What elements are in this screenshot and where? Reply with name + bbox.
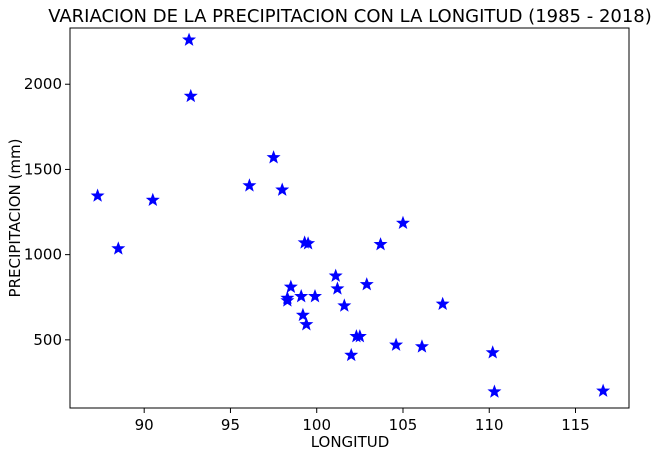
x-tick-label: 95 bbox=[221, 416, 240, 434]
data-point-star bbox=[90, 188, 105, 202]
data-point-star bbox=[111, 241, 126, 255]
data-point-star bbox=[301, 236, 316, 250]
y-tick-label: 2000 bbox=[24, 75, 62, 93]
data-point-star bbox=[283, 279, 298, 293]
x-axis-label: LONGITUD bbox=[311, 433, 390, 451]
data-point-star bbox=[266, 150, 281, 164]
data-point-star bbox=[280, 293, 295, 307]
data-point-star bbox=[328, 268, 343, 282]
x-tick-label: 115 bbox=[561, 416, 590, 434]
data-point-star bbox=[487, 384, 502, 398]
y-axis-label: PRECIPITACION (mm) bbox=[6, 139, 24, 298]
data-point-star bbox=[330, 281, 345, 295]
data-point-star bbox=[435, 296, 450, 310]
chart-title: VARIACION DE LA PRECIPITACION CON LA LON… bbox=[48, 6, 652, 27]
data-point-star bbox=[183, 88, 198, 103]
x-axis: 90 95 100 105 110 115 bbox=[135, 408, 590, 434]
x-tick-label: 100 bbox=[302, 416, 331, 434]
x-tick-label: 105 bbox=[389, 416, 418, 434]
data-point-star bbox=[275, 182, 290, 196]
plot-area-frame bbox=[69, 27, 630, 409]
data-point-star bbox=[596, 383, 611, 397]
data-point-star bbox=[182, 32, 197, 46]
data-point-star bbox=[344, 347, 359, 362]
data-point-star bbox=[396, 215, 410, 230]
data-point-star bbox=[299, 317, 314, 331]
x-tick-label: 110 bbox=[475, 416, 504, 434]
data-points bbox=[90, 32, 611, 398]
data-point-star bbox=[242, 178, 257, 192]
data-point-star bbox=[373, 237, 388, 251]
data-point-star bbox=[359, 277, 374, 291]
y-tick-label: 1000 bbox=[24, 246, 62, 264]
data-point-star bbox=[352, 329, 367, 343]
data-point-star bbox=[414, 339, 429, 353]
y-tick-label: 1500 bbox=[24, 160, 62, 178]
y-axis: 500 1000 1500 2000 bbox=[24, 75, 70, 349]
data-point-star bbox=[389, 337, 404, 351]
data-point-star bbox=[337, 298, 352, 312]
data-point-star bbox=[485, 345, 500, 359]
x-tick-label: 90 bbox=[135, 416, 154, 434]
data-point-star bbox=[294, 289, 309, 303]
data-point-star bbox=[295, 307, 310, 322]
y-tick-label: 500 bbox=[33, 331, 62, 349]
data-point-star bbox=[308, 289, 322, 303]
data-point-star bbox=[145, 192, 160, 207]
